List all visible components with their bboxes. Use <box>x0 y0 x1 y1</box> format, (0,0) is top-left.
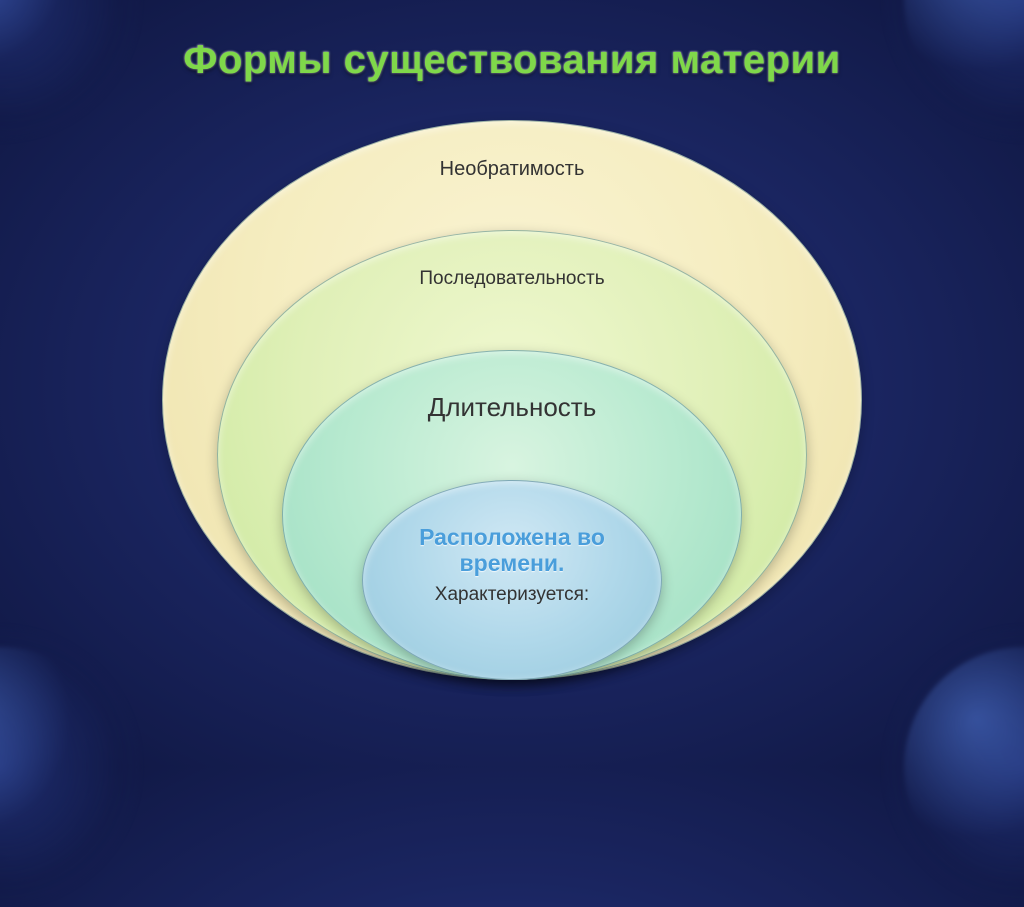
ellipse-label-3: Длительность <box>428 392 597 423</box>
ellipse-label-4-primary: Расположена во времени. <box>382 524 642 577</box>
ellipse-inner <box>362 480 662 680</box>
slide-title: Формы существования материи <box>0 38 1024 83</box>
ellipse-label-1: Необратимость <box>440 158 585 181</box>
corner-decoration-br <box>884 627 1024 907</box>
stacked-venn-diagram: Необратимость Последовательность Длитель… <box>152 120 872 720</box>
ellipse-label-4-secondary: Характеризуется: <box>435 584 589 606</box>
corner-decoration-bl <box>0 627 140 907</box>
ellipse-label-2: Последовательность <box>419 268 604 290</box>
